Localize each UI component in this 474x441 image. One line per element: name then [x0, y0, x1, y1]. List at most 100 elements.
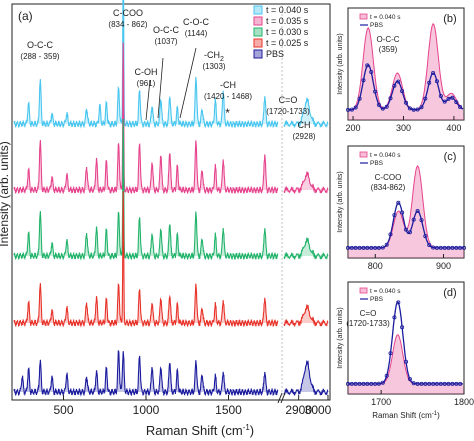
inset-series-marker	[388, 232, 393, 237]
inset-series-marker	[415, 208, 420, 213]
inset-series-marker	[454, 245, 459, 250]
spectrum-line-c040-1	[283, 97, 329, 128]
inset-series-marker	[373, 89, 378, 94]
inset-series-marker	[361, 245, 366, 250]
spectrum-fill-c040-0	[14, 0, 278, 128]
inset-series-line	[348, 202, 464, 249]
inset-series-marker	[373, 381, 378, 386]
spectrum-fill-c040-1	[284, 97, 328, 128]
inset-series-marker	[396, 200, 401, 205]
inset-series-line	[347, 22, 464, 111]
annotation-text: (1303)	[202, 62, 225, 71]
spectrum-fill-c025-1	[284, 304, 328, 327]
inset-series-marker	[411, 107, 416, 112]
inset-series-marker	[376, 245, 381, 250]
inset-frame	[347, 145, 465, 259]
annotation-text: (1720-1733)	[266, 107, 310, 116]
inset-series-marker	[419, 218, 424, 223]
inset-series-marker	[415, 107, 420, 112]
inset-x-tick-label: 1700	[371, 397, 391, 407]
spectrum-line-c025-1	[283, 304, 329, 327]
main-plot-frame	[11, 3, 331, 401]
annotation-text: C=O	[279, 95, 298, 105]
inset-series-marker	[442, 99, 447, 104]
inset-series-marker	[384, 242, 389, 247]
inset-series-marker	[376, 381, 381, 386]
annotation-text: C-COO	[113, 8, 143, 18]
main-x-axis-label: Raman Shift (cm-1)	[146, 423, 254, 438]
inset-series-marker	[361, 381, 366, 386]
inset-series-marker	[373, 245, 378, 250]
inset-y-axis-label: Intensity (arb. units)	[337, 171, 344, 232]
inset-series-marker	[345, 381, 350, 386]
spectrum-fill-c030-0	[14, 119, 278, 260]
inset-series-marker	[411, 217, 416, 222]
annotation-text: (2928)	[292, 132, 315, 141]
inset-legend-swatch	[359, 287, 368, 294]
annotation-text: (834 - 862)	[108, 20, 147, 29]
inset-series-marker	[365, 63, 370, 68]
inset-series-marker	[349, 245, 354, 250]
inset-series-marker	[396, 300, 401, 305]
inset-series-fill	[348, 334, 464, 394]
inset-series-marker	[461, 245, 466, 250]
inset-legend-swatch	[359, 151, 368, 158]
inset-legend-label: t = 0.040 s	[370, 14, 401, 21]
inset-series-marker	[403, 227, 408, 232]
inset-series-marker	[438, 245, 443, 250]
spectrum-line-pbs-1	[283, 360, 329, 396]
inset-annotation: (359)	[379, 45, 398, 54]
inset-series-marker	[361, 78, 366, 83]
spectrum-fill-c035-0	[14, 42, 278, 194]
inset-x-tick-label: 300	[396, 123, 411, 133]
inset-series-marker	[450, 381, 455, 386]
annotation-text: O-C-C	[153, 25, 179, 35]
annotation-text: CH	[298, 120, 311, 130]
legend-label-c040: t = 0.040 s	[266, 5, 309, 15]
spectrum-line-c035-1	[283, 171, 329, 194]
inset-series-marker	[450, 95, 455, 100]
inset-series-marker	[442, 381, 447, 386]
inset-series-marker	[400, 325, 405, 330]
inset-series-marker	[458, 245, 463, 250]
inset-series-marker	[434, 79, 439, 84]
spectrum-fill-c030-1	[284, 237, 328, 260]
inset-series-marker	[427, 381, 432, 386]
inset-series-marker	[450, 245, 455, 250]
inset-series-line	[348, 301, 463, 385]
inset-series-marker	[357, 245, 362, 250]
inset-series-marker	[403, 359, 408, 364]
main-panel-label: (a)	[18, 9, 33, 23]
main-x-tick-label: 500	[53, 403, 73, 417]
spectrum-c030	[13, 118, 329, 261]
inset-legend-label: PBS	[370, 160, 384, 167]
inset-series-marker	[419, 105, 424, 110]
inset-series-marker	[369, 70, 374, 75]
legend-swatch-c025	[253, 38, 263, 48]
inset-series-marker	[392, 83, 397, 88]
inset-series-marker	[407, 376, 412, 381]
inset-series-marker	[446, 381, 451, 386]
legend-label-c025: t = 0.025 s	[266, 38, 309, 48]
annotation-text: (961)	[137, 79, 156, 88]
inset-series-marker	[365, 381, 370, 386]
annotation-text: O-C-C	[27, 40, 53, 50]
inset-annotation: (834-862)	[371, 183, 406, 192]
annotation-pointer	[179, 47, 197, 119]
spectrum-line-pbs-0	[13, 350, 279, 397]
legend-swatch-c035	[253, 16, 263, 26]
annotation-pointer	[145, 79, 151, 121]
inset-series-marker	[353, 381, 358, 386]
peak-annotations: O-C-C (288 - 359) C-COO (834 - 862) C-OH (961…	[20, 8, 315, 141]
inset-series-marker	[403, 100, 408, 105]
inset-series-marker	[427, 80, 432, 85]
main-x-tick-label: 2900	[285, 403, 312, 417]
inset-panel-label: (b)	[443, 13, 456, 25]
axis-break-mark	[280, 392, 286, 404]
